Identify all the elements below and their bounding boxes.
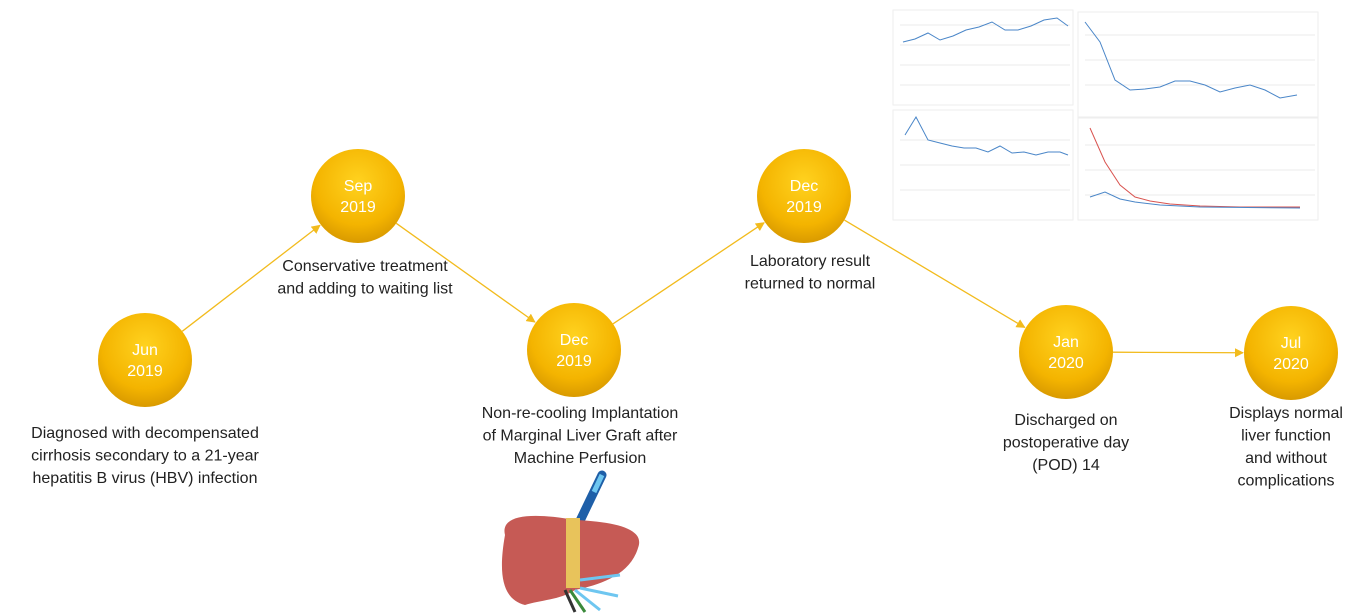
connector-arrow <box>182 225 320 331</box>
node-description: liver function <box>1241 428 1331 445</box>
node-year: 2019 <box>786 199 822 216</box>
node-description: Discharged on <box>1014 412 1117 429</box>
node-description: Conservative treatment <box>282 258 448 275</box>
node-year: 2019 <box>556 353 592 370</box>
node-description: Laboratory result <box>750 253 871 270</box>
node-month: Jul <box>1281 335 1301 352</box>
timeline-diagram: Jun 2019 Diagnosed with decompensated cirrh… <box>0 0 1363 614</box>
lab-charts-thumbnail <box>893 10 1318 220</box>
liver-illustration <box>502 475 639 612</box>
timeline-node <box>98 313 192 407</box>
node-description: Machine Perfusion <box>514 450 647 467</box>
node-description: postoperative day <box>1003 435 1129 452</box>
node-month: Dec <box>790 178 818 195</box>
node-month: Jan <box>1053 334 1079 351</box>
node-description: Diagnosed with decompensated <box>31 425 259 442</box>
node-month: Dec <box>560 332 588 349</box>
node-month: Jun <box>132 342 158 359</box>
timeline-node <box>527 303 621 397</box>
node-year: 2019 <box>127 363 163 380</box>
timeline-node <box>311 149 405 243</box>
node-description: complications <box>1238 473 1335 490</box>
node-description: Non-re-cooling Implantation <box>482 405 679 422</box>
node-description: Displays normal <box>1229 405 1343 422</box>
node-description: hepatitis B virus (HBV) infection <box>33 470 258 487</box>
connector-arrow <box>613 223 764 324</box>
node-description: cirrhosis secondary to a 21-year <box>31 448 259 465</box>
connector-arrow <box>1113 352 1243 353</box>
timeline-node <box>757 149 851 243</box>
node-year: 2020 <box>1048 355 1084 372</box>
node-description: (POD) 14 <box>1032 457 1100 474</box>
timeline-node <box>1019 305 1113 399</box>
node-description: and adding to waiting list <box>277 281 453 298</box>
node-description: of Marginal Liver Graft after <box>483 428 678 445</box>
node-month: Sep <box>344 178 373 195</box>
node-description: and without <box>1245 450 1327 467</box>
node-year: 2020 <box>1273 356 1309 373</box>
node-description: returned to normal <box>745 276 876 293</box>
node-year: 2019 <box>340 199 376 216</box>
timeline-node <box>1244 306 1338 400</box>
connector-arrow <box>844 220 1024 327</box>
